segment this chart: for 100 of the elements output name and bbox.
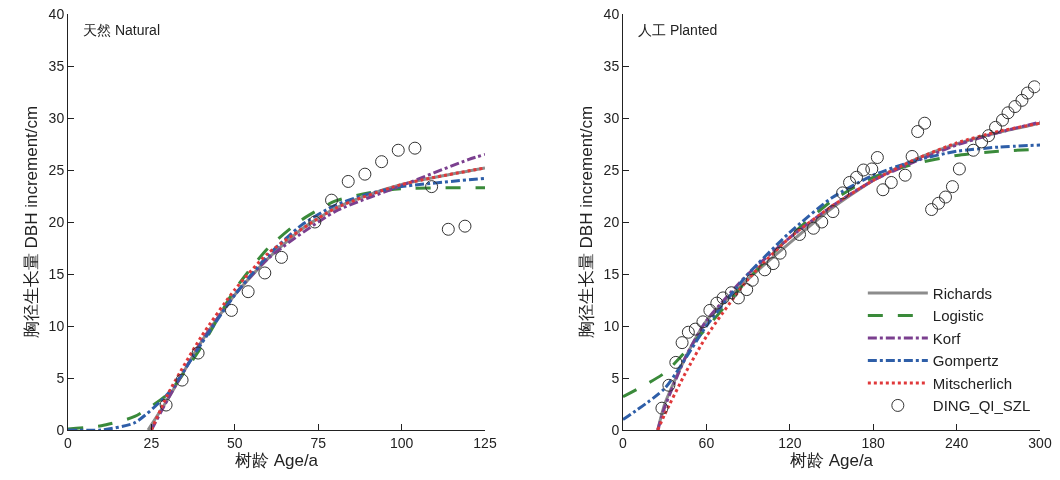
point (758, 263, 772, 277)
x-tick-label: 60 (698, 434, 715, 451)
point (952, 162, 966, 176)
x-tick-label: 300 (1028, 434, 1052, 451)
point (441, 222, 455, 236)
point (341, 174, 355, 188)
y-tick-label: 10 (603, 317, 620, 334)
y-tick-label: 5 (611, 369, 620, 386)
point (696, 315, 710, 329)
legend-label: Korf (932, 329, 962, 347)
y-tick-label: 10 (48, 317, 65, 334)
y-tick-label: 15 (48, 265, 65, 282)
point (375, 155, 389, 169)
point (1001, 106, 1015, 120)
point (224, 303, 238, 317)
point (241, 285, 255, 299)
y-tick-label: 20 (603, 213, 620, 230)
x-axis-title: 树龄 Age/a (789, 451, 874, 471)
point (675, 336, 689, 350)
point (1015, 93, 1029, 107)
point (876, 183, 890, 197)
point (995, 113, 1009, 127)
point (159, 398, 173, 412)
point (989, 120, 1003, 134)
point (982, 129, 996, 143)
point (938, 190, 952, 204)
x-tick-label: 240 (944, 434, 969, 451)
point (191, 346, 205, 360)
point (826, 205, 840, 219)
point (932, 196, 946, 210)
y-tick-label: 40 (48, 5, 65, 22)
point (703, 303, 717, 317)
point (175, 373, 189, 387)
y-axis-title: 胸径生长量 DBH increment/cm (22, 105, 42, 339)
legend-label: Logistic (932, 307, 985, 325)
point (655, 401, 669, 415)
point (815, 215, 829, 229)
point (258, 266, 272, 280)
y-tick-label: 35 (48, 57, 65, 74)
point (391, 143, 405, 157)
point (898, 168, 912, 182)
point (836, 186, 850, 200)
x-tick-label: 180 (861, 434, 886, 451)
y-tick-label: 5 (56, 369, 65, 386)
point (945, 180, 959, 194)
point (850, 170, 864, 184)
x-tick-label: 50 (227, 434, 243, 451)
point (884, 175, 898, 189)
point (662, 378, 676, 392)
legend-label: Gompertz (932, 352, 999, 370)
x-tick-label: 75 (310, 434, 327, 451)
point (425, 180, 439, 194)
annotation: 人工 Planted (638, 22, 718, 38)
x-tick-label: 120 (778, 434, 802, 451)
point (856, 163, 870, 177)
point (458, 219, 472, 233)
point (325, 193, 339, 207)
point (1021, 86, 1034, 100)
x-tick-label: 125 (473, 434, 497, 451)
point (408, 141, 422, 155)
y-tick-label: 15 (603, 265, 620, 282)
point (766, 257, 780, 271)
point (865, 162, 879, 176)
y-tick-label: 25 (48, 161, 65, 178)
y-tick-label: 0 (611, 421, 620, 438)
point (843, 175, 857, 189)
point (710, 296, 724, 310)
point (358, 167, 372, 181)
legend-label: Mitscherlich (932, 374, 1013, 392)
annotation: 天然 Natural (83, 22, 161, 38)
point (966, 143, 980, 157)
point (308, 215, 322, 229)
point (681, 325, 695, 339)
x-tick-label: 25 (143, 434, 160, 451)
point (731, 291, 745, 305)
y-tick-label: 20 (48, 213, 65, 230)
point (1027, 80, 1040, 94)
point (688, 322, 702, 336)
point (275, 250, 288, 264)
point (773, 246, 787, 260)
x-axis-title: 树龄 Age/a (234, 451, 319, 471)
point (669, 355, 683, 369)
point (870, 151, 884, 165)
point (975, 135, 989, 149)
point (724, 286, 738, 300)
point (740, 283, 754, 297)
y-tick-label: 40 (603, 5, 620, 22)
point (925, 203, 939, 217)
point (716, 291, 730, 305)
point (745, 273, 759, 287)
y-tick-label: 30 (603, 109, 620, 126)
point (905, 149, 919, 163)
y-tick-label: 35 (603, 57, 620, 74)
legend-label: Richards (932, 284, 993, 302)
point (1008, 100, 1022, 114)
x-tick-label: 100 (389, 434, 414, 451)
point (918, 116, 932, 130)
point (793, 227, 807, 241)
y-axis-title: 胸径生长量 DBH increment/cm (577, 105, 597, 339)
point (911, 125, 925, 139)
